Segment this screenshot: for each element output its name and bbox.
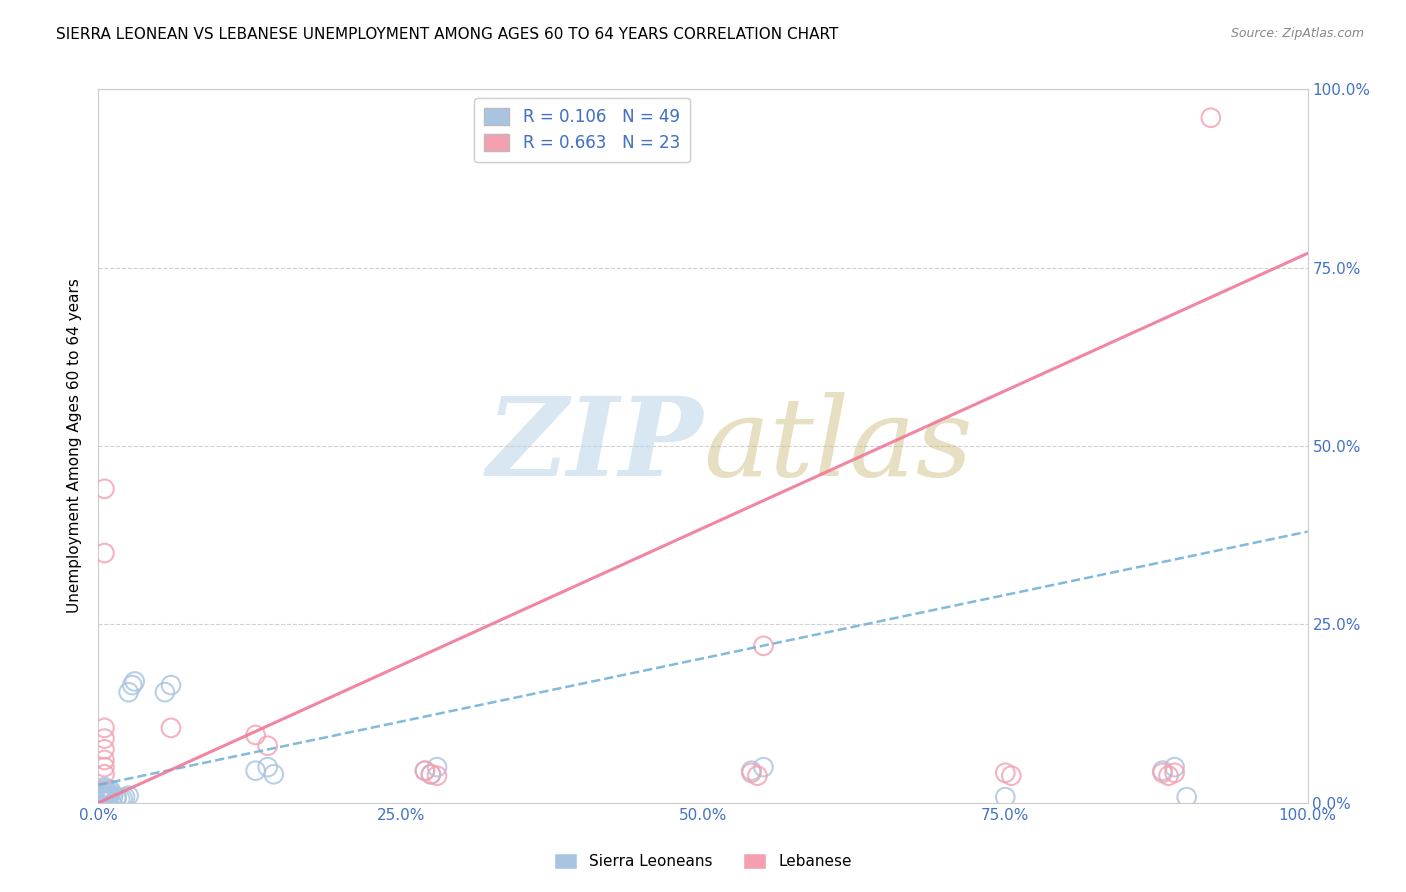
Point bbox=[97, 792, 120, 806]
Point bbox=[114, 790, 136, 805]
Point bbox=[1175, 790, 1198, 805]
Point bbox=[426, 760, 449, 774]
Point bbox=[93, 760, 115, 774]
Legend: Sierra Leoneans, Lebanese: Sierra Leoneans, Lebanese bbox=[548, 847, 858, 875]
Point bbox=[118, 685, 141, 699]
Point bbox=[93, 767, 115, 781]
Point bbox=[93, 790, 115, 805]
Point bbox=[93, 731, 115, 746]
Text: Source: ZipAtlas.com: Source: ZipAtlas.com bbox=[1230, 27, 1364, 40]
Point bbox=[105, 792, 128, 806]
Point bbox=[93, 786, 115, 800]
Point bbox=[245, 728, 267, 742]
Point bbox=[93, 790, 115, 805]
Point bbox=[93, 546, 115, 560]
Point bbox=[1000, 769, 1022, 783]
Point bbox=[160, 721, 183, 735]
Point bbox=[263, 767, 285, 781]
Point bbox=[101, 790, 124, 805]
Point bbox=[93, 794, 115, 808]
Y-axis label: Unemployment Among Ages 60 to 64 years: Unemployment Among Ages 60 to 64 years bbox=[67, 278, 83, 614]
Point bbox=[97, 789, 120, 803]
Point bbox=[245, 764, 267, 778]
Point bbox=[1199, 111, 1222, 125]
Point bbox=[740, 764, 762, 778]
Point bbox=[93, 794, 115, 808]
Point bbox=[153, 685, 176, 699]
Point bbox=[108, 792, 131, 806]
Point bbox=[93, 742, 115, 756]
Point bbox=[256, 739, 278, 753]
Text: SIERRA LEONEAN VS LEBANESE UNEMPLOYMENT AMONG AGES 60 TO 64 YEARS CORRELATION CH: SIERRA LEONEAN VS LEBANESE UNEMPLOYMENT … bbox=[56, 27, 838, 42]
Point bbox=[93, 721, 115, 735]
Point bbox=[752, 639, 775, 653]
Point bbox=[160, 678, 183, 692]
Point bbox=[118, 789, 141, 803]
Legend: R = 0.106   N = 49, R = 0.663   N = 23: R = 0.106 N = 49, R = 0.663 N = 23 bbox=[474, 97, 690, 162]
Point bbox=[111, 791, 134, 805]
Point bbox=[100, 785, 122, 799]
Point bbox=[420, 767, 443, 781]
Point bbox=[93, 788, 115, 802]
Point bbox=[93, 783, 115, 797]
Point bbox=[93, 792, 115, 806]
Point bbox=[752, 760, 775, 774]
Point bbox=[105, 790, 128, 805]
Point bbox=[1157, 769, 1180, 783]
Point bbox=[740, 765, 762, 780]
Point bbox=[413, 764, 436, 778]
Point bbox=[93, 780, 115, 794]
Point bbox=[93, 787, 115, 801]
Point bbox=[747, 769, 769, 783]
Point bbox=[101, 789, 124, 803]
Point bbox=[93, 789, 115, 803]
Point bbox=[1152, 764, 1174, 778]
Point bbox=[93, 791, 115, 805]
Point bbox=[426, 769, 449, 783]
Point bbox=[1163, 760, 1185, 774]
Point bbox=[93, 789, 115, 804]
Text: ZIP: ZIP bbox=[486, 392, 703, 500]
Point bbox=[93, 753, 115, 767]
Point bbox=[1163, 765, 1185, 780]
Point bbox=[93, 784, 115, 798]
Point bbox=[100, 783, 122, 797]
Point bbox=[994, 790, 1017, 805]
Point bbox=[124, 674, 146, 689]
Point bbox=[994, 765, 1017, 780]
Point bbox=[93, 785, 115, 799]
Point bbox=[256, 760, 278, 774]
Point bbox=[420, 767, 443, 781]
Point bbox=[93, 793, 115, 807]
Point bbox=[413, 764, 436, 778]
Point bbox=[1152, 765, 1174, 780]
Point bbox=[121, 678, 143, 692]
Text: atlas: atlas bbox=[703, 392, 973, 500]
Point bbox=[100, 787, 122, 801]
Point bbox=[93, 787, 115, 801]
Point bbox=[97, 790, 120, 805]
Point bbox=[93, 781, 115, 796]
Point bbox=[93, 482, 115, 496]
